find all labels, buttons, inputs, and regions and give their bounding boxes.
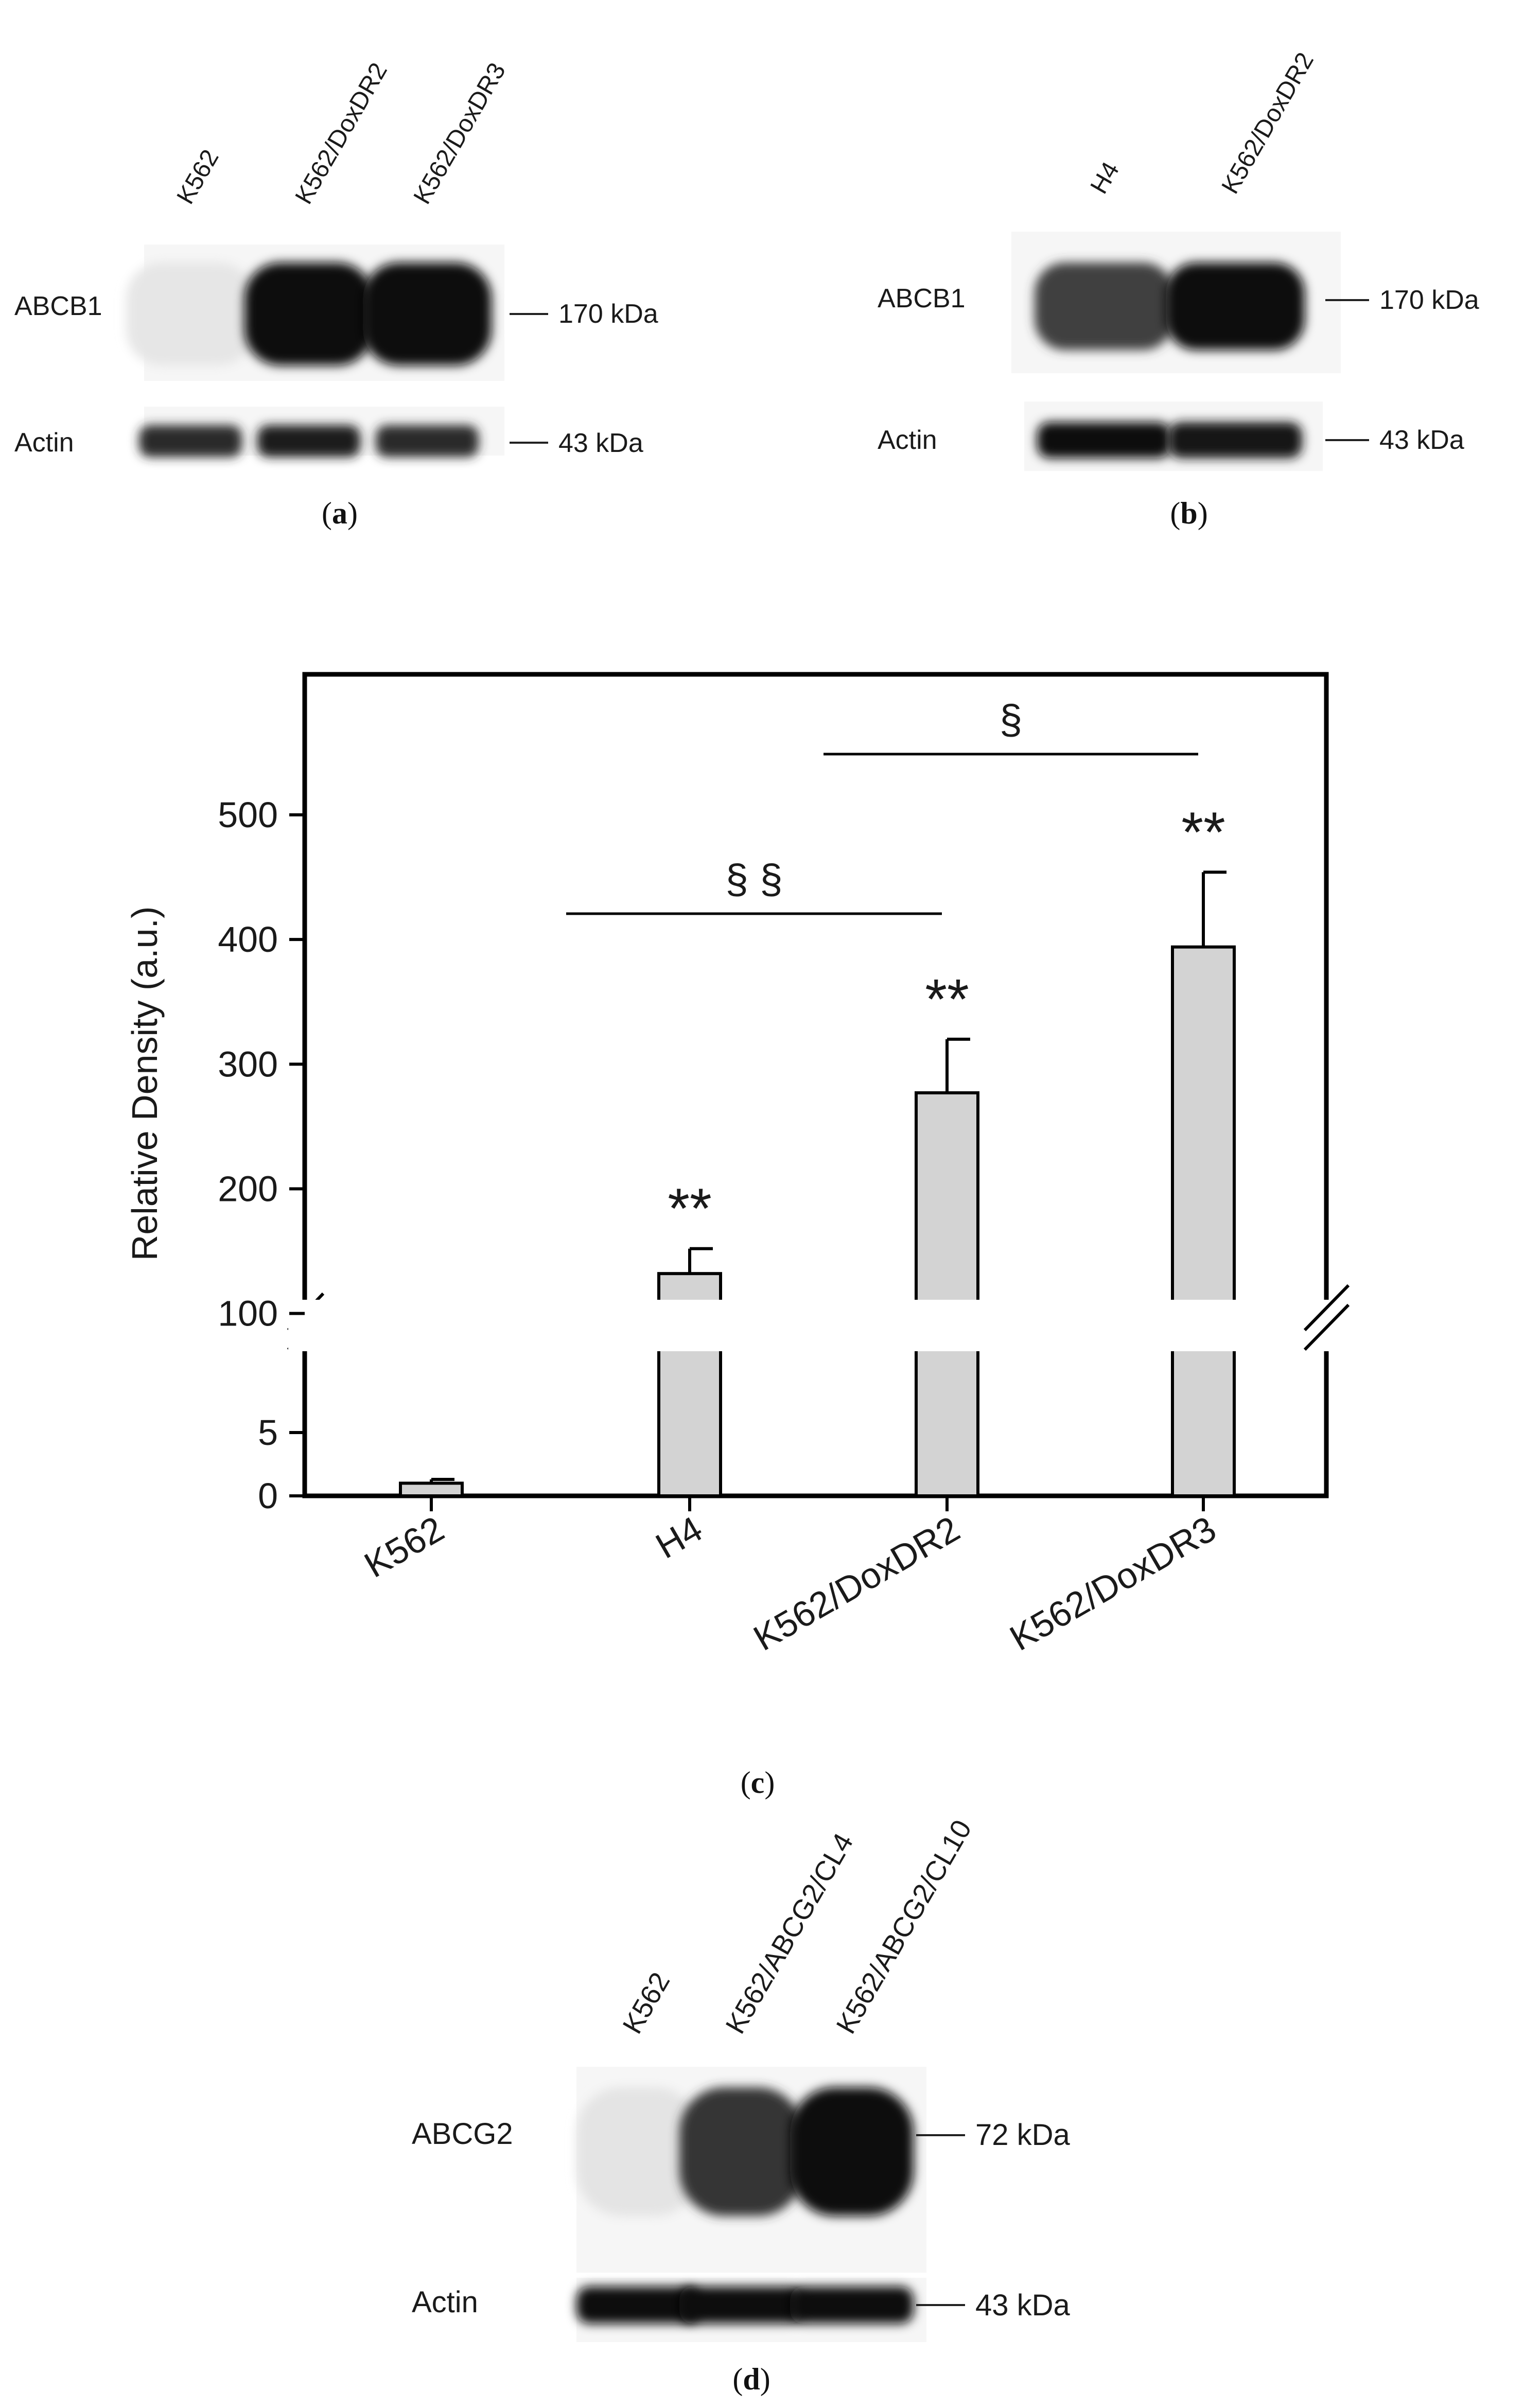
panel-a-caption: (a) — [322, 496, 358, 530]
significance-stars-k562-doxdr3: ** — [1181, 800, 1225, 864]
panel-b-caption: (b) — [1170, 496, 1207, 530]
panel-b-actin-band-h4 — [1037, 422, 1171, 458]
panel-d-abcg2-band-k562-abcg2-cl10 — [790, 2087, 914, 2216]
y-axis-label: Relative Density (a.u.) — [125, 906, 165, 1261]
panel-b-actin-band-k562-doxdr2 — [1168, 422, 1302, 458]
y-tick-label-100: 100 — [218, 1294, 278, 1334]
right-axis-break-mark-lower — [1303, 1303, 1350, 1351]
panel-b-actin-marker: 43 kDa — [1379, 425, 1464, 455]
panel-d-actin-marker: 43 kDa — [975, 2289, 1071, 2322]
panel-d-abcg2-row-label: ABCG2 — [412, 2117, 513, 2151]
panel-d-lane-label-k562-abcg2-cl4: K562/ABCG2/CL4 — [720, 1828, 859, 2039]
panel-b-abcb1-row-label: ABCB1 — [878, 284, 966, 313]
panel-a-actin-row-label: Actin — [14, 428, 74, 458]
panel-b-lane-label-k562-doxdr2: K562/DoxDR2 — [1217, 48, 1319, 198]
bar-k562 — [399, 1481, 464, 1497]
panel-d-abcg2-marker: 72 kDa — [975, 2118, 1071, 2152]
comparison-label-1: § § — [725, 856, 782, 902]
y-tick-label-500: 500 — [218, 795, 278, 835]
panel-b-abcb1-marker: 170 kDa — [1379, 285, 1479, 315]
y-tick-label-5: 5 — [258, 1412, 278, 1453]
panel-a-actin-marker: 43 kDa — [558, 428, 643, 458]
panel-a-abcb1-marker: 170 kDa — [558, 299, 658, 329]
panel-a-abcb1-row-label: ABCB1 — [14, 291, 102, 321]
x-tick-label-k562: K562 — [358, 1508, 451, 1585]
panel-a-actin-band-k562-doxdr2 — [257, 425, 360, 457]
comparison-label-2: § — [1000, 696, 1023, 742]
panel-d-actin-row-label: Actin — [412, 2285, 478, 2319]
panel-b-lane-label-h4: H4 — [1085, 158, 1125, 199]
bar-k562-doxdr2 — [915, 1091, 979, 1497]
panel-a-abcb1-band-k562-doxdr2 — [244, 263, 373, 365]
panel-d-abcg2-band-k562-abcg2-cl4 — [679, 2087, 803, 2216]
panel-a-lane-label-k562: K562 — [172, 145, 224, 209]
panel-d-actin-band-k562-abcg2-cl10 — [790, 2287, 914, 2324]
chart-plot-frame — [302, 672, 1329, 1498]
panel-c-bar-chart: 0 5 100 200 300 400 500 K562 H4 K562/DoxDR2 K562/… — [125, 672, 1350, 1800]
panel-d-lane-label-k562: K562 — [617, 1967, 676, 2039]
panel-a-lane-label-k562-doxdr3: K562/DoxDR3 — [409, 58, 511, 208]
panel-a-western-blot: K562 K562/DoxDR2 K562/DoxDR3 ABCB1 Actin 1… — [14, 58, 658, 530]
panel-c-caption: (c) — [741, 1766, 775, 1800]
panel-d-abcg2-band-k562 — [576, 2087, 700, 2216]
significance-stars-k562-doxdr2: ** — [925, 968, 969, 1031]
panel-b-abcb1-band-h4 — [1035, 263, 1173, 350]
bar-k562-doxdr3 — [1171, 945, 1236, 1497]
panel-a-actin-band-k562-doxdr3 — [376, 425, 479, 457]
panel-b-western-blot: H4 K562/DoxDR2 ABCB1 Actin 170 kDa 43 kDa… — [878, 48, 1479, 530]
panel-d-actin-band-k562-abcg2-cl4 — [679, 2287, 803, 2324]
panel-a-abcb1-band-k562-doxdr3 — [363, 263, 492, 365]
x-tick-label-h4: H4 — [649, 1508, 709, 1566]
panel-b-abcb1-band-k562-doxdr2 — [1166, 263, 1305, 350]
panel-a-abcb1-band-k562 — [126, 263, 255, 365]
x-tick-label-k562-doxdr2: K562/DoxDR2 — [747, 1508, 967, 1658]
y-tick-label-0: 0 — [258, 1476, 278, 1516]
y-tick-label-400: 400 — [218, 919, 278, 959]
y-tick-label-300: 300 — [218, 1044, 278, 1084]
panel-a-lane-label-k562-doxdr2: K562/DoxDR2 — [290, 58, 393, 208]
significance-stars-h4: ** — [668, 1177, 712, 1241]
panel-a-actin-band-k562 — [139, 425, 242, 457]
right-axis-break-mark-upper — [1303, 1284, 1350, 1332]
panel-d-actin-band-k562 — [576, 2287, 700, 2324]
y-tick-label-200: 200 — [218, 1168, 278, 1209]
panel-b-actin-row-label: Actin — [878, 425, 937, 455]
bar-break-gap — [288, 1300, 1266, 1351]
panel-d-caption: (d) — [732, 2362, 770, 2396]
x-tick-label-k562-doxdr3: K562/DoxDR3 — [1003, 1508, 1223, 1658]
